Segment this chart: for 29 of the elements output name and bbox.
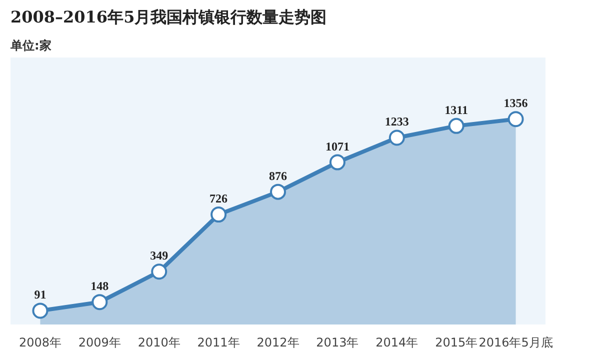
x-tick-label: 2008年 bbox=[18, 336, 62, 350]
x-tick-label: 2010年 bbox=[138, 336, 180, 350]
x-tick-label: 2012年 bbox=[256, 336, 300, 350]
data-label: 349 bbox=[150, 248, 168, 263]
x-tick-label: 2013年 bbox=[316, 336, 359, 350]
data-label: 726 bbox=[210, 192, 228, 206]
point bbox=[210, 206, 227, 223]
data-label: 148 bbox=[90, 279, 109, 294]
data-label: 1233 bbox=[384, 114, 409, 129]
point bbox=[508, 111, 524, 128]
point bbox=[329, 154, 346, 170]
x-tick-label: 2015年 bbox=[435, 336, 478, 350]
chart-title: 2008–2016年5月我国村镇银行数量走势图 bbox=[10, 8, 327, 26]
chart-subtitle: 单位:家 bbox=[10, 38, 52, 52]
x-tick-label: 2011年 bbox=[197, 336, 240, 350]
point bbox=[92, 294, 108, 310]
point bbox=[151, 264, 168, 280]
point bbox=[388, 130, 405, 146]
point bbox=[32, 302, 48, 319]
data-label: 876 bbox=[269, 168, 287, 183]
point bbox=[448, 118, 464, 134]
x-tick-label: 2014年 bbox=[376, 336, 418, 350]
data-label: 1311 bbox=[444, 102, 468, 117]
point bbox=[270, 184, 286, 200]
data-label: 1356 bbox=[504, 96, 528, 110]
x-tick-label: 2009年 bbox=[78, 336, 121, 350]
data-label: 91 bbox=[34, 288, 46, 302]
data-label: 1071 bbox=[325, 139, 350, 154]
x-tick-label: 2016年5月底 bbox=[478, 336, 553, 350]
